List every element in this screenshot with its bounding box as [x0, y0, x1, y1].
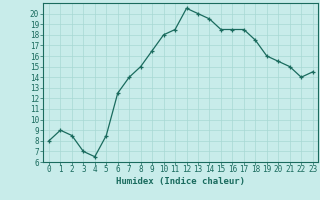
X-axis label: Humidex (Indice chaleur): Humidex (Indice chaleur) — [116, 177, 245, 186]
